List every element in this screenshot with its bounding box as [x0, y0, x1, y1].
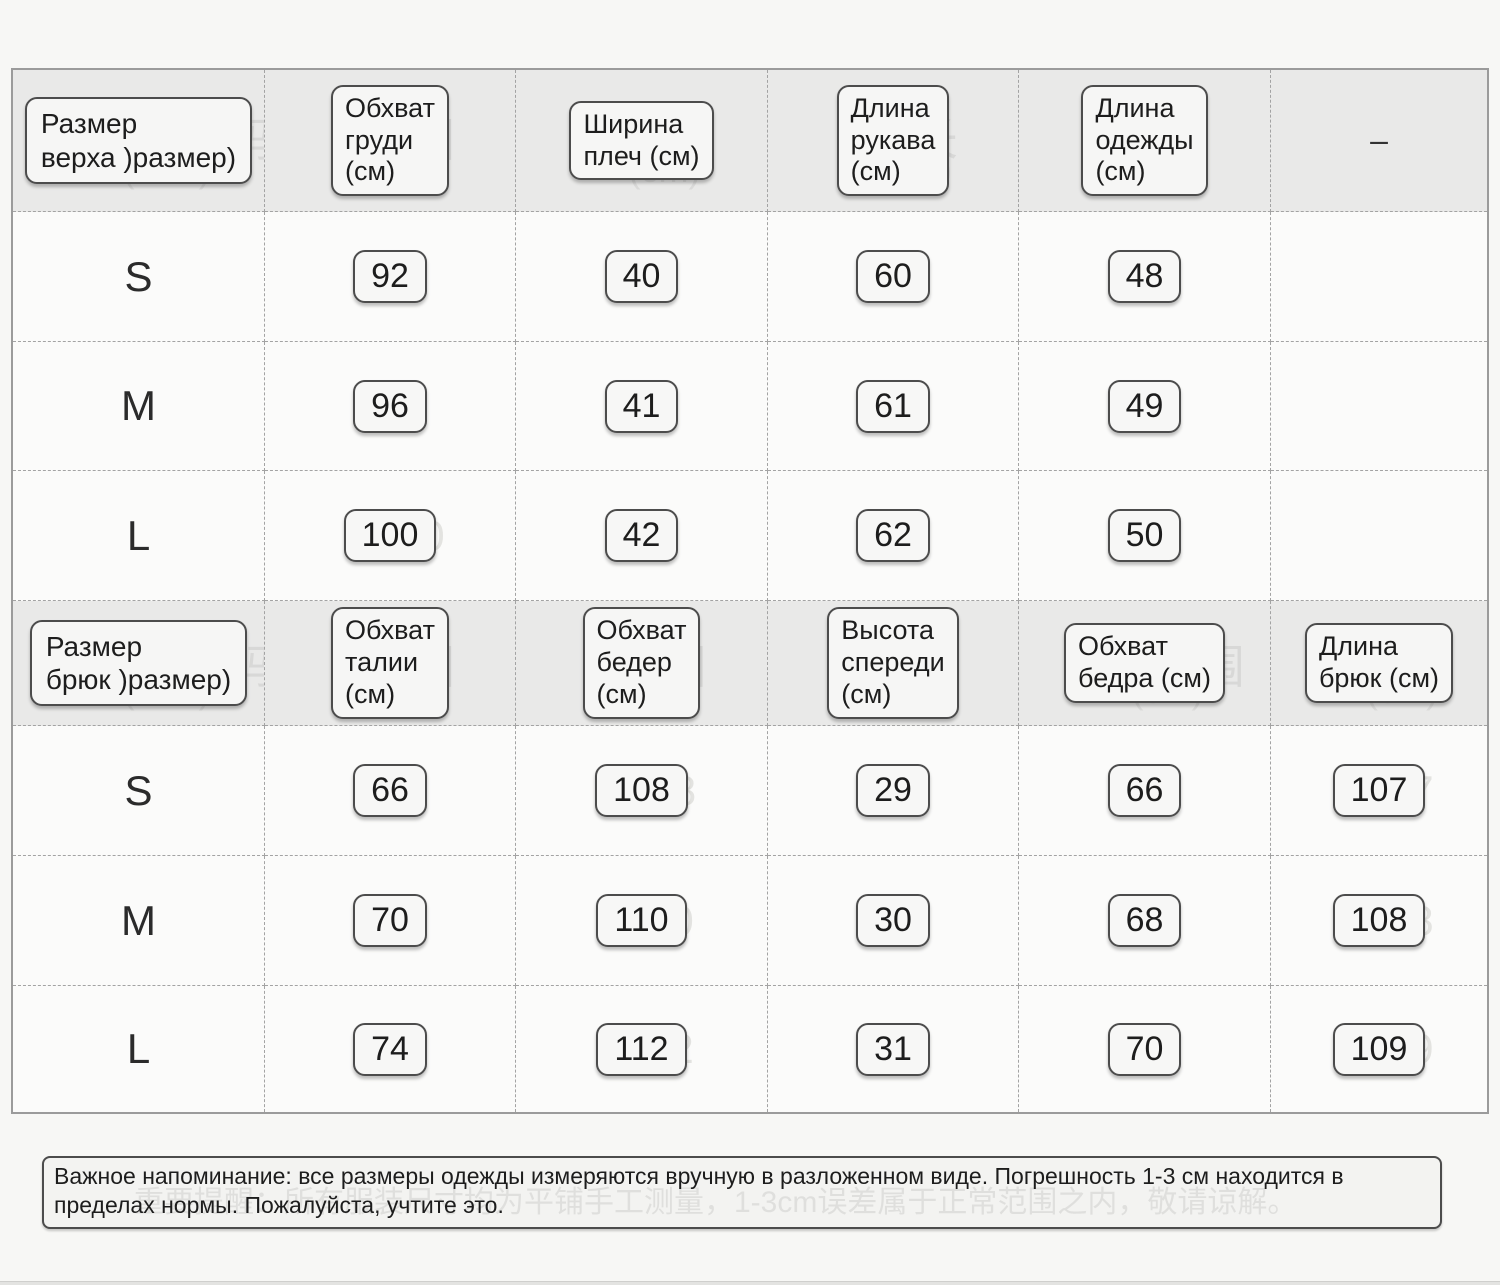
value-box: 70 — [353, 894, 427, 947]
size-cell: S — [13, 726, 265, 856]
value-cell: 7070 — [1019, 986, 1271, 1112]
value-box: 50 — [1107, 509, 1182, 562]
size-label: S — [124, 766, 153, 814]
header-cell: 前裆(cm)Высота спереди (см) — [768, 601, 1019, 726]
value-box: 109 — [1332, 1022, 1426, 1076]
value-box: 108 — [1332, 894, 1426, 947]
header-cell: 肩宽(cm)Ширина плеч (см) — [516, 70, 768, 212]
header-cell: – — [1271, 70, 1487, 212]
value-cell: 100100 — [265, 471, 516, 601]
header-cell: 裤子尺码(size)Размер брюк )размер) — [13, 601, 265, 726]
header-label-box: Длина брюк (см) — [1304, 623, 1454, 703]
value-cell: 107107 — [1271, 726, 1487, 856]
value-cell: 5050 — [1019, 471, 1271, 601]
size-chart-table: 上衣尺码(size)Размер верха )размер)胸围(cm)Обх… — [11, 68, 1489, 1114]
value-cell: 4848 — [1019, 212, 1271, 342]
value-box: 92 — [353, 250, 427, 303]
value-box: 40 — [604, 250, 679, 303]
important-note: 重要提醒：所有服装尺寸均为平铺手工测量，1-3cm误差属于正常范围之内，敬请谅解… — [42, 1156, 1442, 1229]
value-cell: 6161 — [768, 342, 1019, 471]
size-label: L — [126, 1025, 151, 1072]
value-box: 66 — [1107, 764, 1182, 817]
header-label-box: Обхват бедра (см) — [1064, 623, 1225, 703]
value-box: 49 — [1107, 379, 1182, 433]
value-box: 70 — [1107, 1022, 1182, 1076]
header-label-box: Высота спереди (см) — [827, 607, 959, 719]
header-label-box: Обхват груди (см) — [331, 84, 449, 197]
header-cell: 裤长(cm)Длина брюк (см) — [1271, 601, 1487, 726]
header-cell: 胸围(cm)Обхват груди (см) — [265, 70, 516, 212]
value-box: 112 — [596, 1022, 687, 1076]
value-cell: 7070 — [265, 856, 516, 986]
size-cell: S — [13, 212, 265, 342]
value-box: 30 — [856, 894, 930, 947]
value-cell: 9292 — [265, 212, 516, 342]
value-cell: 6666 — [265, 726, 516, 856]
size-label: L — [126, 511, 151, 559]
value-box: 29 — [856, 764, 930, 817]
value-cell: 108108 — [516, 726, 768, 856]
value-cell: 6868 — [1019, 856, 1271, 986]
value-box: 100 — [343, 509, 437, 562]
value-cell: 4949 — [1019, 342, 1271, 471]
size-cell: M — [13, 856, 265, 986]
header-cell: 臀围(cm)Обхват бедер (см) — [516, 601, 768, 726]
header-cell: 袖长(cm)Длина рукава (см) — [768, 70, 1019, 212]
header-label-box: Обхват бедер (см) — [582, 607, 701, 719]
value-cell: 110110 — [516, 856, 768, 986]
value-cell: 3131 — [768, 986, 1019, 1112]
size-label: S — [124, 252, 153, 300]
value-box: 61 — [856, 379, 930, 433]
value-box: 74 — [353, 1022, 427, 1076]
header-label-box: Обхват талии (см) — [331, 607, 449, 719]
value-box: 60 — [856, 250, 930, 303]
value-cell — [1271, 212, 1487, 342]
size-label: M — [121, 896, 156, 944]
value-box: 66 — [353, 764, 427, 817]
value-cell: 4141 — [516, 342, 768, 471]
value-cell: 108108 — [1271, 856, 1487, 986]
size-label: M — [121, 382, 156, 429]
value-cell: 9696 — [265, 342, 516, 471]
note-ghost-chinese-text: 重要提醒：所有服装尺寸均为平铺手工测量，1-3cm误差属于正常范围之内，敬请谅解… — [134, 1186, 1298, 1219]
header-cell: 大腿围(cm)Обхват бедра (см) — [1019, 601, 1271, 726]
header-label-box: Размер брюк )размер) — [29, 619, 248, 707]
value-box: 107 — [1332, 764, 1426, 817]
value-box: 62 — [856, 509, 930, 562]
value-box: 96 — [353, 379, 427, 433]
value-cell: 4242 — [516, 471, 768, 601]
size-cell: L — [13, 986, 265, 1112]
size-cell: L — [13, 471, 265, 601]
header-label-box: Ширина плеч (см) — [569, 100, 714, 181]
value-cell: 7474 — [265, 986, 516, 1112]
header-cell: 衣长(cm)Длина одежды (см) — [1019, 70, 1271, 212]
size-cell: M — [13, 342, 265, 471]
value-cell: 112112 — [516, 986, 768, 1112]
header-cell: 腰围(cm)Обхват талии (см) — [265, 601, 516, 726]
value-box: 42 — [604, 509, 679, 562]
value-box: 48 — [1107, 250, 1182, 303]
value-cell: 4040 — [516, 212, 768, 342]
value-cell — [1271, 342, 1487, 471]
header-label-box: Длина рукава (см) — [836, 84, 950, 197]
value-cell: 2929 — [768, 726, 1019, 856]
value-cell — [1271, 471, 1487, 601]
note-text: Важное напоминание: все размеры одежды и… — [54, 1163, 1344, 1219]
header-label-box: Размер верха )размер) — [24, 97, 253, 184]
value-cell: 3030 — [768, 856, 1019, 986]
value-cell: 6666 — [1019, 726, 1271, 856]
bottom-divider — [0, 1281, 1500, 1285]
dash-placeholder: – — [1370, 122, 1388, 158]
value-cell: 6060 — [768, 212, 1019, 342]
value-box: 108 — [595, 764, 688, 817]
header-cell: 上衣尺码(size)Размер верха )размер) — [13, 70, 265, 212]
value-box: 110 — [596, 894, 687, 947]
value-box: 31 — [856, 1022, 930, 1076]
value-cell: 109109 — [1271, 986, 1487, 1112]
value-cell: 6262 — [768, 471, 1019, 601]
value-box: 41 — [604, 379, 679, 433]
header-label-box: Длина одежды (см) — [1081, 84, 1208, 197]
value-box: 68 — [1107, 894, 1182, 947]
